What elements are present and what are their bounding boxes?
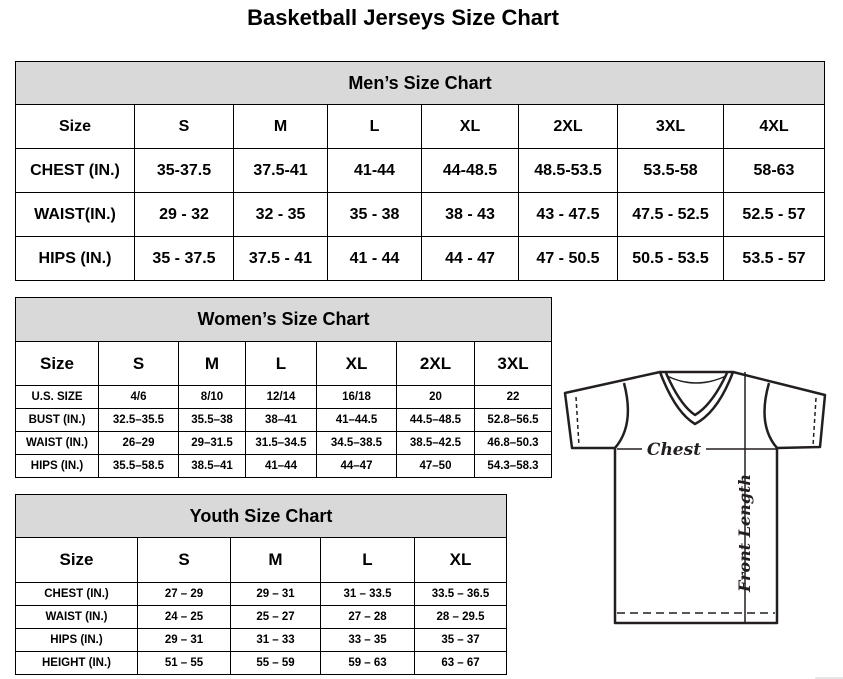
table-cell: 41-44 (327, 148, 422, 193)
header-cell: M (233, 104, 328, 149)
header-cell: L (245, 341, 317, 386)
table-row: HIPS (IN.) 35.5–58.5 38.5–41 41–44 44–47 47–5… (15, 454, 553, 478)
table-row: HIPS (IN.) 29 – 31 31 – 33 33 – 35 35 – 37 (15, 628, 508, 652)
row-label: HEIGHT (IN.) (15, 651, 138, 675)
table-cell: 24 – 25 (137, 605, 231, 629)
womens-size-table: Women’s Size Chart Size S M L XL 2XL 3XL U.S. SI… (14, 297, 553, 478)
header-cell: M (230, 537, 321, 583)
right-armhole (763, 382, 778, 449)
table-cell: 28 – 29.5 (413, 605, 508, 629)
table-cell: 8/10 (178, 385, 246, 409)
header-cell: 2XL (396, 341, 475, 386)
table-cell: 22 (473, 385, 553, 409)
table-caption: Youth Size Chart (14, 494, 508, 538)
chest-label: Chest (647, 440, 701, 460)
table-cell: 59 – 63 (320, 651, 415, 675)
header-cell: Size (15, 537, 138, 583)
table-row: CHEST (IN.) 35-37.5 37.5-41 41-44 44-48.5 48.… (15, 148, 825, 193)
mens-size-table: Men’s Size Chart Size S M L XL 2XL 3XL 4XL CHEST … (15, 61, 825, 281)
table-row: WAIST (IN.) 24 – 25 25 – 27 27 – 28 28 – 29.… (15, 605, 508, 629)
table-cell: 37.5 - 41 (233, 236, 328, 281)
table-cell: 31 – 33.5 (320, 582, 415, 606)
table-cell: 31 – 33 (230, 628, 321, 652)
front-length-label: Front Length (735, 474, 754, 593)
table-cell: 48.5-53.5 (518, 148, 618, 193)
youth-size-table: Youth Size Chart Size S M L XL CHEST (IN.) 27 –… (14, 494, 508, 675)
jersey-outline (563, 370, 827, 625)
table-cell: 63 – 67 (413, 651, 508, 675)
header-cell: S (134, 104, 234, 149)
collar (658, 370, 735, 426)
header-row: Size S M L XL 2XL 3XL (15, 341, 553, 386)
row-label: HIPS (IN.) (15, 236, 135, 281)
page-title: Basketball Jerseys Size Chart (247, 5, 559, 30)
row-label: CHEST (IN.) (15, 148, 135, 193)
table-cell: 41 - 44 (327, 236, 422, 281)
table-cell: 58-63 (723, 148, 825, 193)
header-cell: L (327, 104, 422, 149)
header-cell: 2XL (518, 104, 618, 149)
header-cell: Size (15, 341, 99, 386)
table-cell: 52.8–56.5 (473, 408, 553, 432)
table-cell: 52.5 - 57 (723, 192, 825, 237)
table-cell: 38.5–41 (178, 454, 246, 478)
table-caption: Men’s Size Chart (15, 61, 825, 105)
table-cell: 46.8–50.3 (473, 431, 553, 455)
table-row: HEIGHT (IN.) 51 – 55 55 – 59 59 – 63 63 – 67 (15, 651, 508, 675)
row-label: HIPS (IN.) (15, 454, 99, 478)
table-cell: 47 - 50.5 (518, 236, 618, 281)
left-armhole (614, 382, 630, 449)
row-label: WAIST (IN.) (15, 431, 99, 455)
table-cell: 38.5–42.5 (396, 431, 475, 455)
row-label: BUST (IN.) (15, 408, 99, 432)
header-cell: XL (421, 104, 519, 149)
table-cell: 54.3–58.3 (473, 454, 553, 478)
header-cell: M (178, 341, 246, 386)
header-cell: XL (413, 537, 508, 583)
header-row: Size S M L XL (15, 537, 508, 583)
table-cell: 16/18 (316, 385, 397, 409)
header-cell: S (137, 537, 231, 583)
table-cell: 33 – 35 (320, 628, 415, 652)
table-cell: 33.5 – 36.5 (413, 582, 508, 606)
table-cell: 25 – 27 (230, 605, 321, 629)
table-cell: 35 – 37 (413, 628, 508, 652)
table-cell: 44-48.5 (421, 148, 519, 193)
table-cell: 44–47 (316, 454, 397, 478)
table-cell: 41–44 (245, 454, 317, 478)
header-cell: 3XL (617, 104, 724, 149)
table-row: HIPS (IN.) 35 - 37.5 37.5 - 41 41 - 44 44 - … (15, 236, 825, 281)
table-cell: 32.5–35.5 (98, 408, 179, 432)
table-row: WAIST(IN.) 29 - 32 32 - 35 35 - 38 38 - 43 43… (15, 192, 825, 237)
table-cell: 53.5 - 57 (723, 236, 825, 281)
table-cell: 38 - 43 (421, 192, 519, 237)
table-cell: 47–50 (396, 454, 475, 478)
table-cell: 35 - 38 (327, 192, 422, 237)
table-cell: 53.5-58 (617, 148, 724, 193)
table-cell: 32 - 35 (233, 192, 328, 237)
table-cell: 43 - 47.5 (518, 192, 618, 237)
table-cell: 35 - 37.5 (134, 236, 234, 281)
table-cell: 51 – 55 (137, 651, 231, 675)
table-row: U.S. SIZE 4/6 8/10 12/14 16/18 20 22 (15, 385, 553, 409)
table-cell: 26–29 (98, 431, 179, 455)
table-cell: 29 – 31 (230, 582, 321, 606)
table-cell: 29 – 31 (137, 628, 231, 652)
row-label: WAIST(IN.) (15, 192, 135, 237)
table-cell: 27 – 28 (320, 605, 415, 629)
header-row: Size S M L XL 2XL 3XL 4XL (15, 104, 825, 149)
